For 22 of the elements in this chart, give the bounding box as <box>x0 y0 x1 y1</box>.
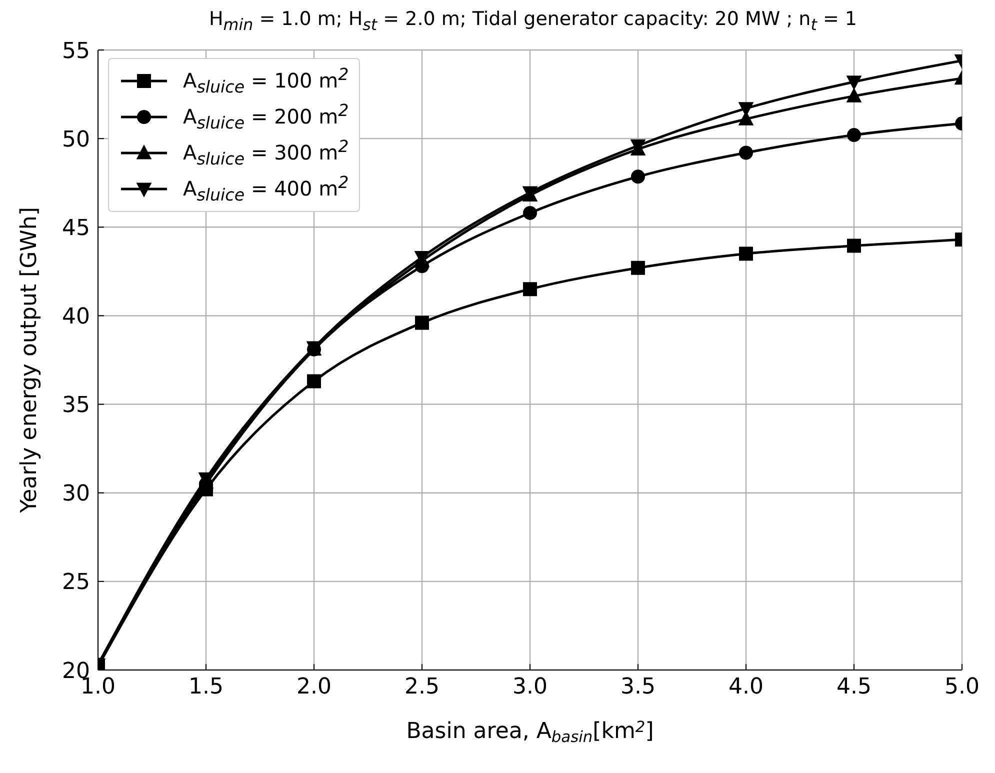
x-axis-title: Basin area, A$_{basin}$[km$^{2}$] <box>406 718 654 746</box>
legend-label: A$_{sluice}$ = 200 m$^{2}$ <box>183 101 349 133</box>
y-tick-label: 45 <box>62 216 90 241</box>
y-tick-label: 50 <box>62 127 90 152</box>
x-tick-label: 1.5 <box>188 674 224 700</box>
x-tick-label: 2.0 <box>296 674 332 700</box>
y-tick-label: 25 <box>62 570 90 596</box>
x-tick-label: 5.0 <box>944 674 980 700</box>
legend-label: A$_{sluice}$ = 100 m$^{2}$ <box>183 65 349 97</box>
chart-title: H$_{min}$ = 1.0 m; H$_{st}$ = 2.0 m; Tidal generator capacity: 20 MW ; n$_{t}$ = 1 <box>209 8 857 34</box>
y-tick-label: 55 <box>62 38 90 64</box>
legend-label: A$_{sluice}$ = 400 m$^{2}$ <box>183 173 349 205</box>
x-tick-label: 4.5 <box>836 674 872 700</box>
x-tick-label: 4.0 <box>728 674 764 700</box>
x-tick-label: 3.0 <box>512 674 548 700</box>
legend-label: A$_{sluice}$ = 300 m$^{2}$ <box>183 137 349 169</box>
y-tick-label: 35 <box>62 393 90 418</box>
y-tick-label: 40 <box>62 304 90 330</box>
x-tick-label: 2.5 <box>404 674 440 700</box>
x-tick-label: 3.5 <box>620 674 656 700</box>
y-axis-title: Yearly energy output [GWh] <box>17 207 42 514</box>
y-tick-label: 30 <box>62 482 90 507</box>
